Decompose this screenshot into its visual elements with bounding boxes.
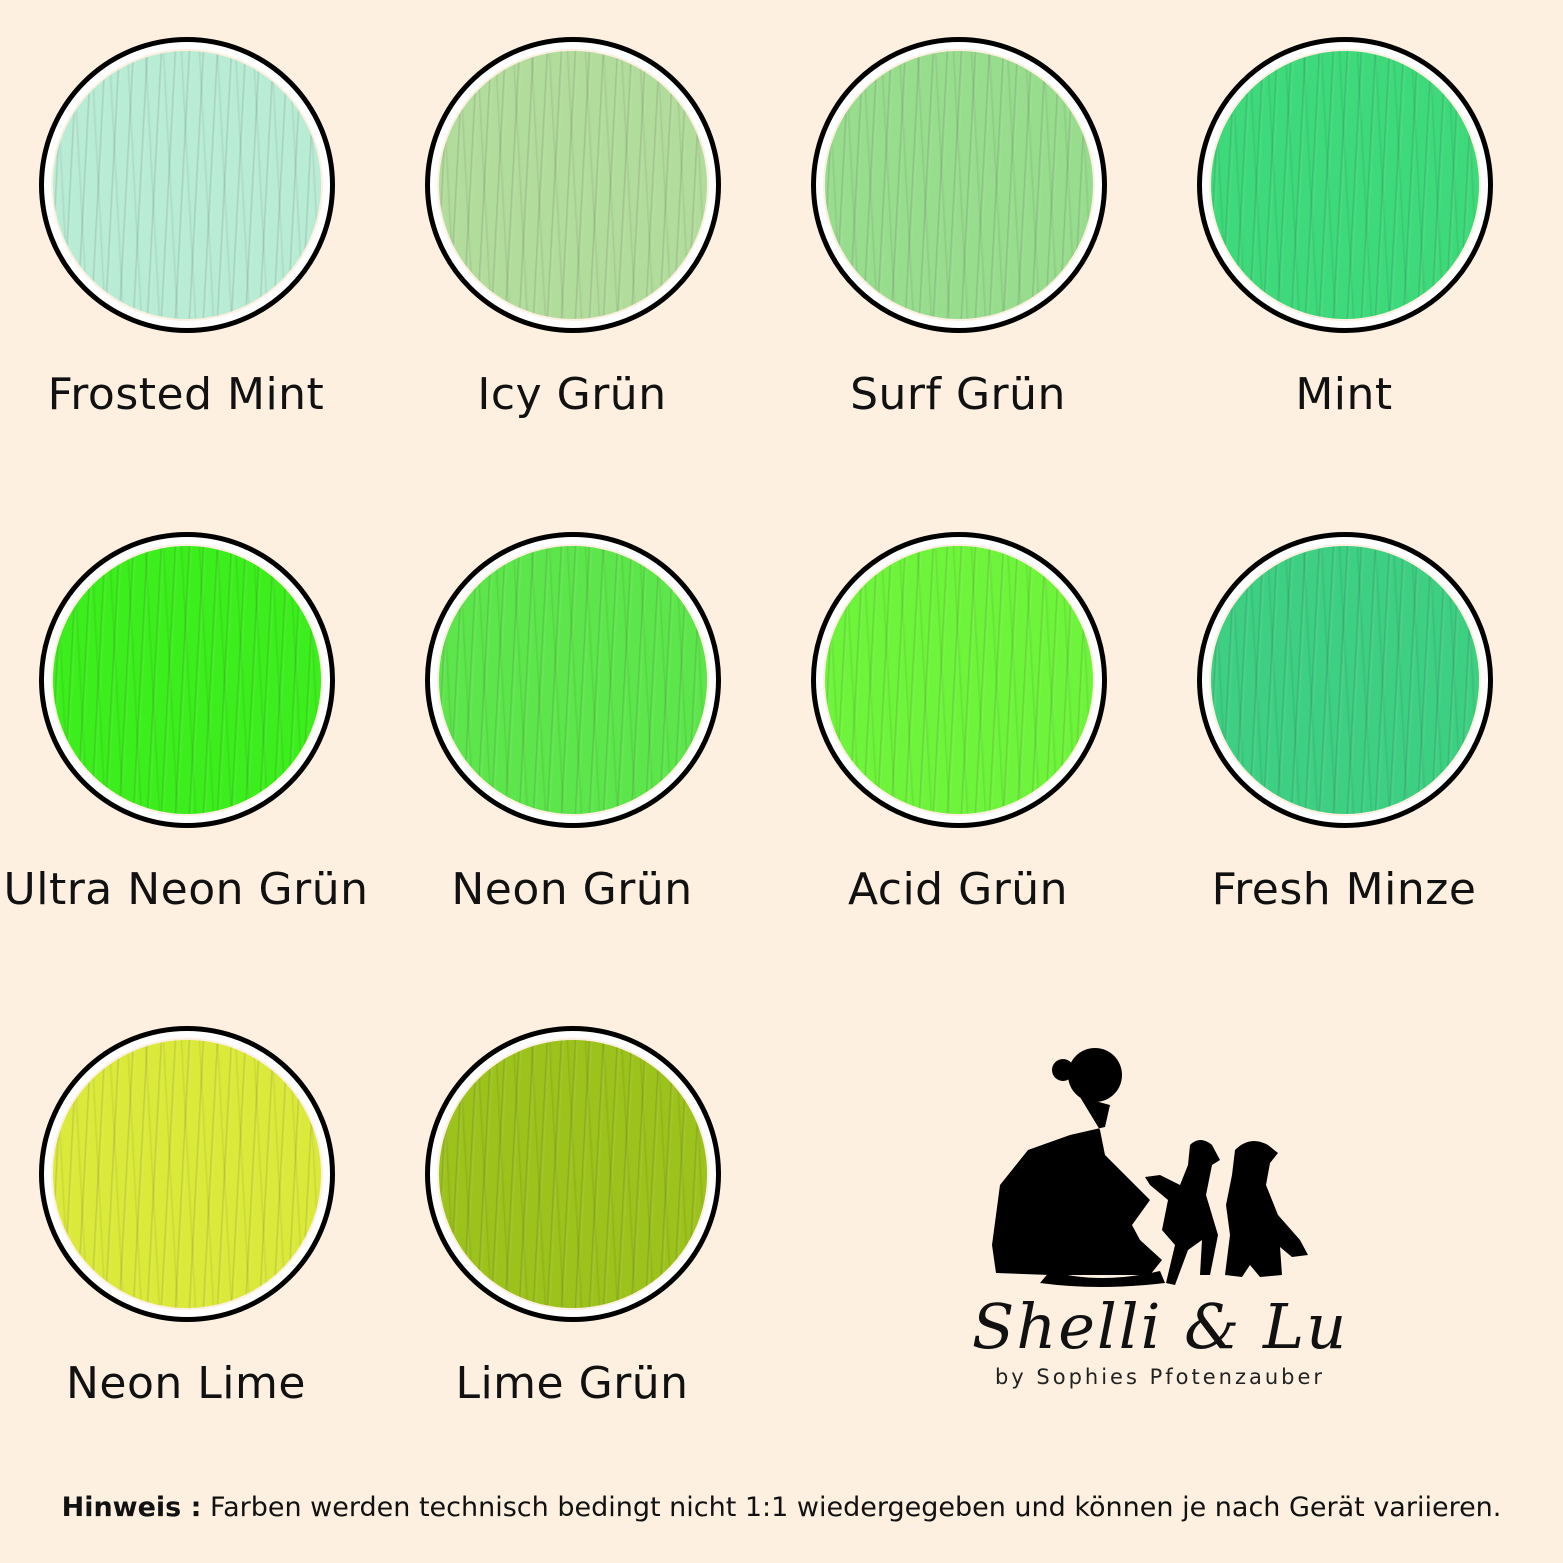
color-name: Mint xyxy=(1295,369,1393,420)
color-swatch: Lime Grün xyxy=(392,1026,752,1496)
color-name: Neon Grün xyxy=(451,864,693,915)
color-swatch-circle xyxy=(39,1026,335,1322)
cord-texture xyxy=(53,51,321,319)
color-swatch: Acid Grün xyxy=(778,532,1138,1002)
color-swatch: Neon Grün xyxy=(392,532,752,1002)
color-swatch: Surf Grün xyxy=(778,37,1138,507)
cord-texture xyxy=(825,546,1093,814)
footer-text: Farben werden technisch bedingt nicht 1:… xyxy=(201,1492,1502,1523)
color-swatch: Fresh Minze xyxy=(1164,532,1524,1002)
color-swatch-circle xyxy=(425,532,721,828)
cord-texture xyxy=(439,546,707,814)
color-swatch-circle xyxy=(1197,532,1493,828)
color-name: Lime Grün xyxy=(455,1358,689,1409)
color-swatch-circle xyxy=(39,37,335,333)
color-swatch-circle xyxy=(1197,37,1493,333)
color-name: Neon Lime xyxy=(66,1358,306,1409)
cord-texture xyxy=(439,51,707,319)
cord-texture xyxy=(53,546,321,814)
color-swatch-circle xyxy=(39,532,335,828)
color-name: Ultra Neon Grün xyxy=(3,864,369,915)
footer-note: Hinweis : Farben werden technisch beding… xyxy=(0,1492,1563,1523)
color-swatch-circle xyxy=(811,532,1107,828)
color-swatch-circle xyxy=(425,1026,721,1322)
brand-tagline: by Sophies Pfotenzauber xyxy=(994,1365,1326,1389)
color-name: Acid Grün xyxy=(847,864,1069,915)
cord-texture xyxy=(1211,51,1479,319)
brand-logo: Shelli & Lu by Sophies Pfotenzauber xyxy=(900,1035,1420,1405)
color-swatch-circle xyxy=(811,37,1107,333)
color-name: Surf Grün xyxy=(850,369,1066,420)
silhouette-woman-dogs-icon xyxy=(992,1048,1308,1287)
color-swatch: Neon Lime xyxy=(6,1026,366,1496)
cord-texture xyxy=(439,1040,707,1308)
footer-label: Hinweis : xyxy=(61,1492,202,1523)
color-swatch: Ultra Neon Grün xyxy=(4,532,368,1002)
cord-texture xyxy=(825,51,1093,319)
brand-name: Shelli & Lu xyxy=(971,1290,1349,1363)
cord-texture xyxy=(1211,546,1479,814)
color-name: Fresh Minze xyxy=(1211,864,1477,915)
color-swatch: Mint xyxy=(1164,37,1524,507)
color-swatch: Icy Grün xyxy=(392,37,752,507)
color-name: Icy Grün xyxy=(477,369,667,420)
color-swatch-circle xyxy=(425,37,721,333)
cord-texture xyxy=(53,1040,321,1308)
color-swatch: Frosted Mint xyxy=(6,37,366,507)
color-name: Frosted Mint xyxy=(47,369,325,420)
